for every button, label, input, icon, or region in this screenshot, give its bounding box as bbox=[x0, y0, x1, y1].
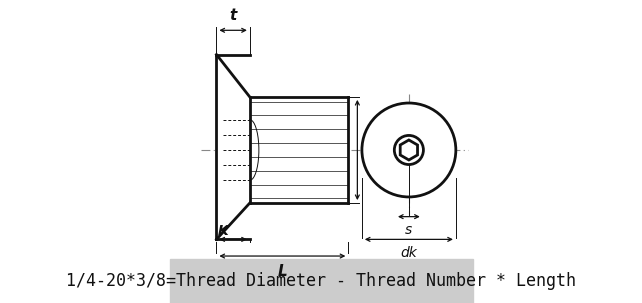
Text: L: L bbox=[277, 264, 287, 279]
Bar bbox=[250, 97, 348, 203]
Circle shape bbox=[362, 103, 456, 197]
Text: 1/4-20*3/8=Thread Diameter - Thread Number * Length: 1/4-20*3/8=Thread Diameter - Thread Numb… bbox=[66, 272, 576, 290]
Bar bbox=[169, 259, 473, 303]
Text: s: s bbox=[405, 223, 413, 237]
Polygon shape bbox=[216, 55, 250, 239]
Text: d: d bbox=[363, 142, 374, 158]
Circle shape bbox=[394, 135, 424, 165]
Text: K: K bbox=[218, 224, 229, 238]
Polygon shape bbox=[400, 140, 417, 160]
Text: t: t bbox=[229, 8, 237, 23]
Text: dk: dk bbox=[401, 246, 417, 260]
